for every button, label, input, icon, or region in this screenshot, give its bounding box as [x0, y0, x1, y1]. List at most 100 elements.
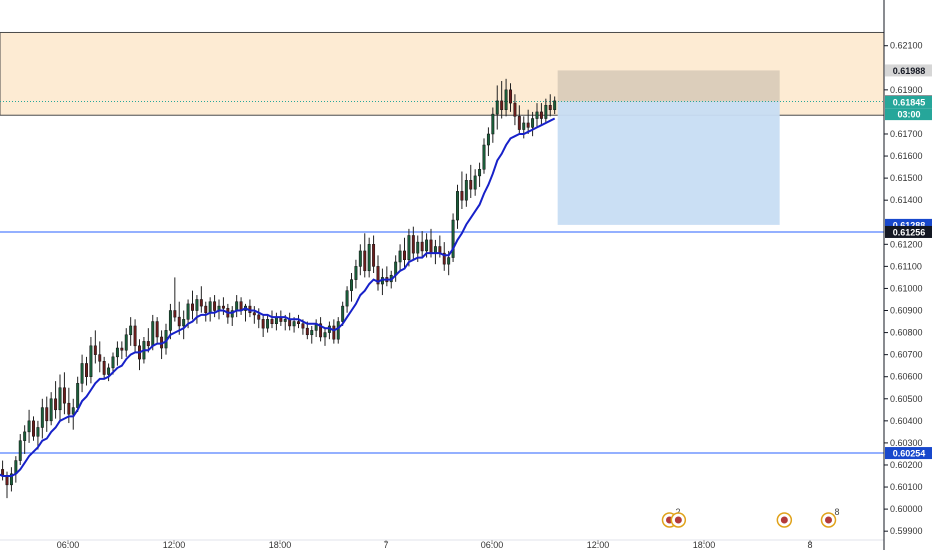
- candle-body: [111, 356, 115, 369]
- candle-body: [416, 241, 420, 254]
- candle-body: [120, 347, 124, 351]
- candle-body: [45, 407, 49, 422]
- candle-body: [544, 105, 548, 119]
- candle-body: [539, 111, 543, 119]
- candle-body: [482, 144, 486, 170]
- y-tick-label: 0.61200: [890, 239, 923, 249]
- candle-body: [411, 235, 415, 254]
- x-tick-label: 7: [383, 540, 388, 550]
- candle-body: [526, 122, 530, 128]
- candle-body: [398, 250, 402, 263]
- candle-body: [548, 105, 552, 110]
- candle-body: [80, 363, 84, 384]
- candle-body: [235, 301, 239, 311]
- candle-body: [456, 191, 459, 221]
- y-tick-label: 0.60500: [890, 394, 923, 404]
- position-stop-zone[interactable]: [557, 101, 780, 225]
- candle-body: [261, 319, 265, 329]
- candle-body: [460, 191, 464, 201]
- candle-body: [504, 89, 508, 110]
- candle-body: [191, 303, 194, 311]
- candle-body: [491, 113, 495, 135]
- x-tick-label: 18:00: [693, 540, 716, 550]
- candle-body: [213, 301, 217, 311]
- candle-body: [509, 89, 512, 104]
- candle-body: [18, 440, 22, 461]
- candle-body: [107, 367, 111, 375]
- position-target-zone[interactable]: [557, 70, 780, 102]
- candle-body: [89, 345, 93, 377]
- y-tick-label: 0.60900: [890, 306, 923, 316]
- candle-body: [319, 323, 323, 338]
- candle-body: [177, 316, 181, 327]
- candle-body: [151, 321, 155, 347]
- candle-body: [155, 321, 159, 338]
- candle-body: [67, 402, 71, 415]
- candle-body: [553, 100, 557, 110]
- candle-body: [115, 347, 119, 358]
- price-label-text: 0.61845: [893, 97, 926, 107]
- candle-body: [270, 319, 274, 325]
- candle-body: [469, 180, 473, 190]
- candle-body: [71, 407, 75, 415]
- candle-body: [195, 299, 199, 311]
- candle-body: [129, 325, 133, 336]
- candle-body: [341, 305, 345, 322]
- y-tick-label: 0.60700: [890, 350, 923, 360]
- candle-body: [283, 319, 287, 322]
- candle-body: [305, 327, 309, 336]
- price-label-text: 0.61256: [893, 227, 926, 237]
- candle-body: [473, 175, 477, 190]
- y-tick-label: 0.61500: [890, 173, 923, 183]
- candle-body: [146, 341, 150, 347]
- candle-body: [358, 250, 362, 267]
- candle-body: [173, 310, 177, 318]
- candle-body: [350, 279, 353, 291]
- candle-body: [363, 250, 367, 272]
- candle-body: [522, 122, 526, 130]
- y-tick-label: 0.60300: [890, 438, 923, 448]
- candle-body: [297, 321, 300, 325]
- y-tick-label: 0.60600: [890, 372, 923, 382]
- candle-body: [354, 266, 358, 280]
- x-tick-label: 06:00: [481, 540, 504, 550]
- price-label-text: 0.60254: [893, 449, 926, 459]
- candle-body: [257, 314, 261, 320]
- x-tick-label: 12:00: [587, 540, 610, 550]
- candle-body: [372, 244, 376, 267]
- candle-body: [517, 116, 521, 130]
- candle-body: [102, 361, 106, 375]
- candle-body: [124, 334, 128, 351]
- event-flag-icon: [825, 516, 832, 524]
- ema-line: [0, 117, 556, 477]
- y-tick-label: 0.61400: [890, 195, 923, 205]
- candle-body: [376, 266, 380, 285]
- candle-body: [323, 332, 327, 338]
- x-tick-label: 12:00: [163, 540, 186, 550]
- price-label-badge: [885, 225, 932, 238]
- x-tick-label: 18:00: [269, 540, 292, 550]
- candle-body: [451, 219, 455, 258]
- y-tick-label: 0.61000: [890, 283, 923, 293]
- candle-body: [93, 345, 97, 355]
- candle-body: [420, 241, 424, 252]
- candle-body: [310, 330, 314, 336]
- candle-body: [486, 133, 490, 146]
- y-tick-label: 0.61600: [890, 151, 923, 161]
- y-tick-label: 0.59900: [890, 526, 923, 536]
- candle-body: [23, 431, 27, 441]
- x-tick-label: 8: [807, 540, 812, 550]
- candle-body: [274, 316, 278, 325]
- candle-body: [513, 102, 517, 117]
- y-tick-label: 0.61700: [890, 129, 923, 139]
- candle-body: [76, 383, 80, 408]
- candle-body: [85, 363, 88, 377]
- x-tick-label: 06:00: [57, 540, 80, 550]
- candle-body: [54, 398, 58, 411]
- candle-body: [447, 257, 451, 265]
- candle-body: [407, 235, 411, 261]
- price-label-badge: [885, 447, 932, 460]
- y-tick-label: 0.60800: [890, 328, 923, 338]
- y-tick-label: 0.61100: [890, 261, 922, 271]
